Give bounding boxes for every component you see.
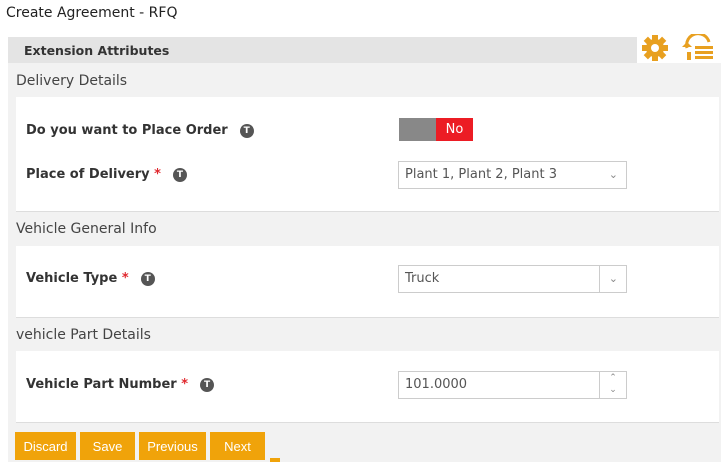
chevron-down-icon: ⌄: [608, 272, 618, 285]
divider: [599, 266, 600, 292]
extension-attributes-header: Extension Attributes: [8, 37, 637, 63]
save-button[interactable]: Save: [80, 432, 135, 460]
vehicle-type-value: Truck: [405, 271, 440, 286]
tooltip-icon[interactable]: T: [172, 167, 187, 182]
required-marker: *: [121, 271, 129, 286]
next-button[interactable]: Next: [210, 432, 265, 460]
place-delivery-label-text: Place of Delivery: [26, 167, 150, 182]
toggle-state: No: [436, 118, 473, 141]
part-number-value: 101.0000: [405, 377, 468, 392]
part-number-input[interactable]: 101.0000 ⌃ ⌄: [398, 371, 627, 399]
required-marker: *: [181, 377, 189, 392]
tooltip-icon[interactable]: T: [239, 123, 254, 138]
toggle-handle: [399, 118, 436, 141]
delivery-details-panel: [16, 97, 719, 212]
section-vehicle-part-details: vehicle Part Details: [16, 327, 151, 343]
section-vehicle-general-info: Vehicle General Info: [16, 221, 157, 237]
section-delivery-details: Delivery Details: [16, 73, 128, 89]
place-order-label-text: Do you want to Place Order: [26, 123, 228, 138]
toolbar-icons: [637, 30, 721, 63]
scroll-indicator: [270, 458, 280, 462]
back-list-icon[interactable]: [681, 34, 715, 62]
vehicle-type-label-text: Vehicle Type: [26, 271, 118, 286]
place-delivery-label: Place of Delivery * T: [26, 167, 187, 182]
place-order-label: Do you want to Place Order T: [26, 123, 254, 138]
spin-up-icon[interactable]: ⌃: [609, 373, 617, 383]
number-spinner[interactable]: ⌃ ⌄: [599, 372, 626, 398]
chevron-down-icon: ⌄: [608, 168, 618, 181]
previous-button[interactable]: Previous: [139, 432, 206, 460]
tooltip-icon[interactable]: T: [200, 377, 215, 392]
page-title: Create Agreement - RFQ: [6, 5, 178, 21]
part-number-label-text: Vehicle Part Number: [26, 377, 177, 392]
spin-down-icon[interactable]: ⌄: [609, 385, 617, 395]
part-number-label: Vehicle Part Number * T: [26, 377, 215, 392]
tooltip-icon[interactable]: T: [140, 271, 155, 286]
place-delivery-value: Plant 1, Plant 2, Plant 3: [405, 167, 558, 182]
place-order-toggle[interactable]: No: [399, 118, 473, 141]
vehicle-type-select[interactable]: Truck ⌄: [398, 265, 627, 293]
place-delivery-select[interactable]: Plant 1, Plant 2, Plant 3 ⌄: [398, 161, 627, 189]
gear-icon[interactable]: [641, 34, 669, 62]
discard-button[interactable]: Discard: [15, 432, 76, 460]
vehicle-type-label: Vehicle Type * T: [26, 271, 155, 286]
required-marker: *: [154, 167, 161, 182]
